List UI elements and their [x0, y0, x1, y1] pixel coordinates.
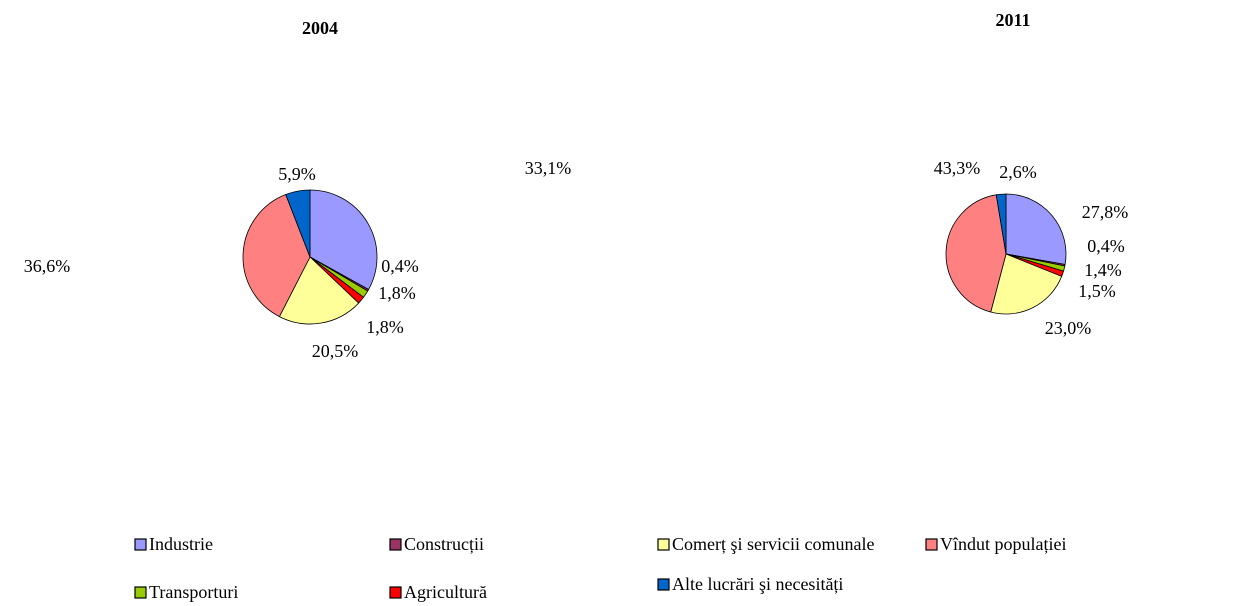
- legend-label: Alte lucrări şi necesități: [672, 574, 843, 594]
- legend-label: Comerț şi servicii comunale: [672, 534, 874, 554]
- pie-slice: [945, 194, 1007, 313]
- data-label: 0,4%: [1087, 236, 1125, 256]
- legend-label: Vîndut populației: [940, 534, 1066, 554]
- data-label: 36,6%: [24, 256, 71, 276]
- data-label: 23,0%: [1045, 318, 1092, 338]
- data-label: 1,8%: [378, 283, 416, 303]
- legend-label: Transporturi: [149, 582, 238, 602]
- data-label: 2,6%: [999, 162, 1037, 182]
- pie-slice: [995, 193, 1007, 255]
- data-label: 5,9%: [278, 164, 316, 184]
- data-label: 1,5%: [1078, 281, 1116, 301]
- legend-label: Agricultură: [404, 582, 487, 602]
- data-label: 20,5%: [312, 341, 359, 361]
- data-label: 27,8%: [1082, 202, 1129, 222]
- data-label: 33,1%: [525, 158, 572, 178]
- data-label: 1,8%: [366, 317, 404, 337]
- legend-swatch: [134, 538, 147, 551]
- legend-swatch: [134, 586, 147, 599]
- legend-label: Industrie: [149, 534, 213, 554]
- pie-slice: [990, 253, 1063, 315]
- legend-swatch: [389, 538, 402, 551]
- data-label: 43,3%: [934, 158, 981, 178]
- data-label: 1,4%: [1084, 260, 1122, 280]
- legend-swatch: [389, 586, 402, 599]
- pie-slice: [278, 256, 360, 325]
- legend-label: Construcții: [404, 534, 484, 554]
- pie-slice: [285, 189, 311, 258]
- chart-title: 2004: [302, 18, 338, 38]
- legend-swatch: [657, 578, 670, 591]
- pie-slice: [309, 189, 378, 291]
- legend-swatch: [925, 538, 938, 551]
- chart-title: 2011: [995, 10, 1030, 30]
- legend-swatch: [657, 538, 670, 551]
- pie-slice: [242, 194, 311, 318]
- pie-slice: [1005, 193, 1067, 265]
- data-label: 0,4%: [381, 256, 419, 276]
